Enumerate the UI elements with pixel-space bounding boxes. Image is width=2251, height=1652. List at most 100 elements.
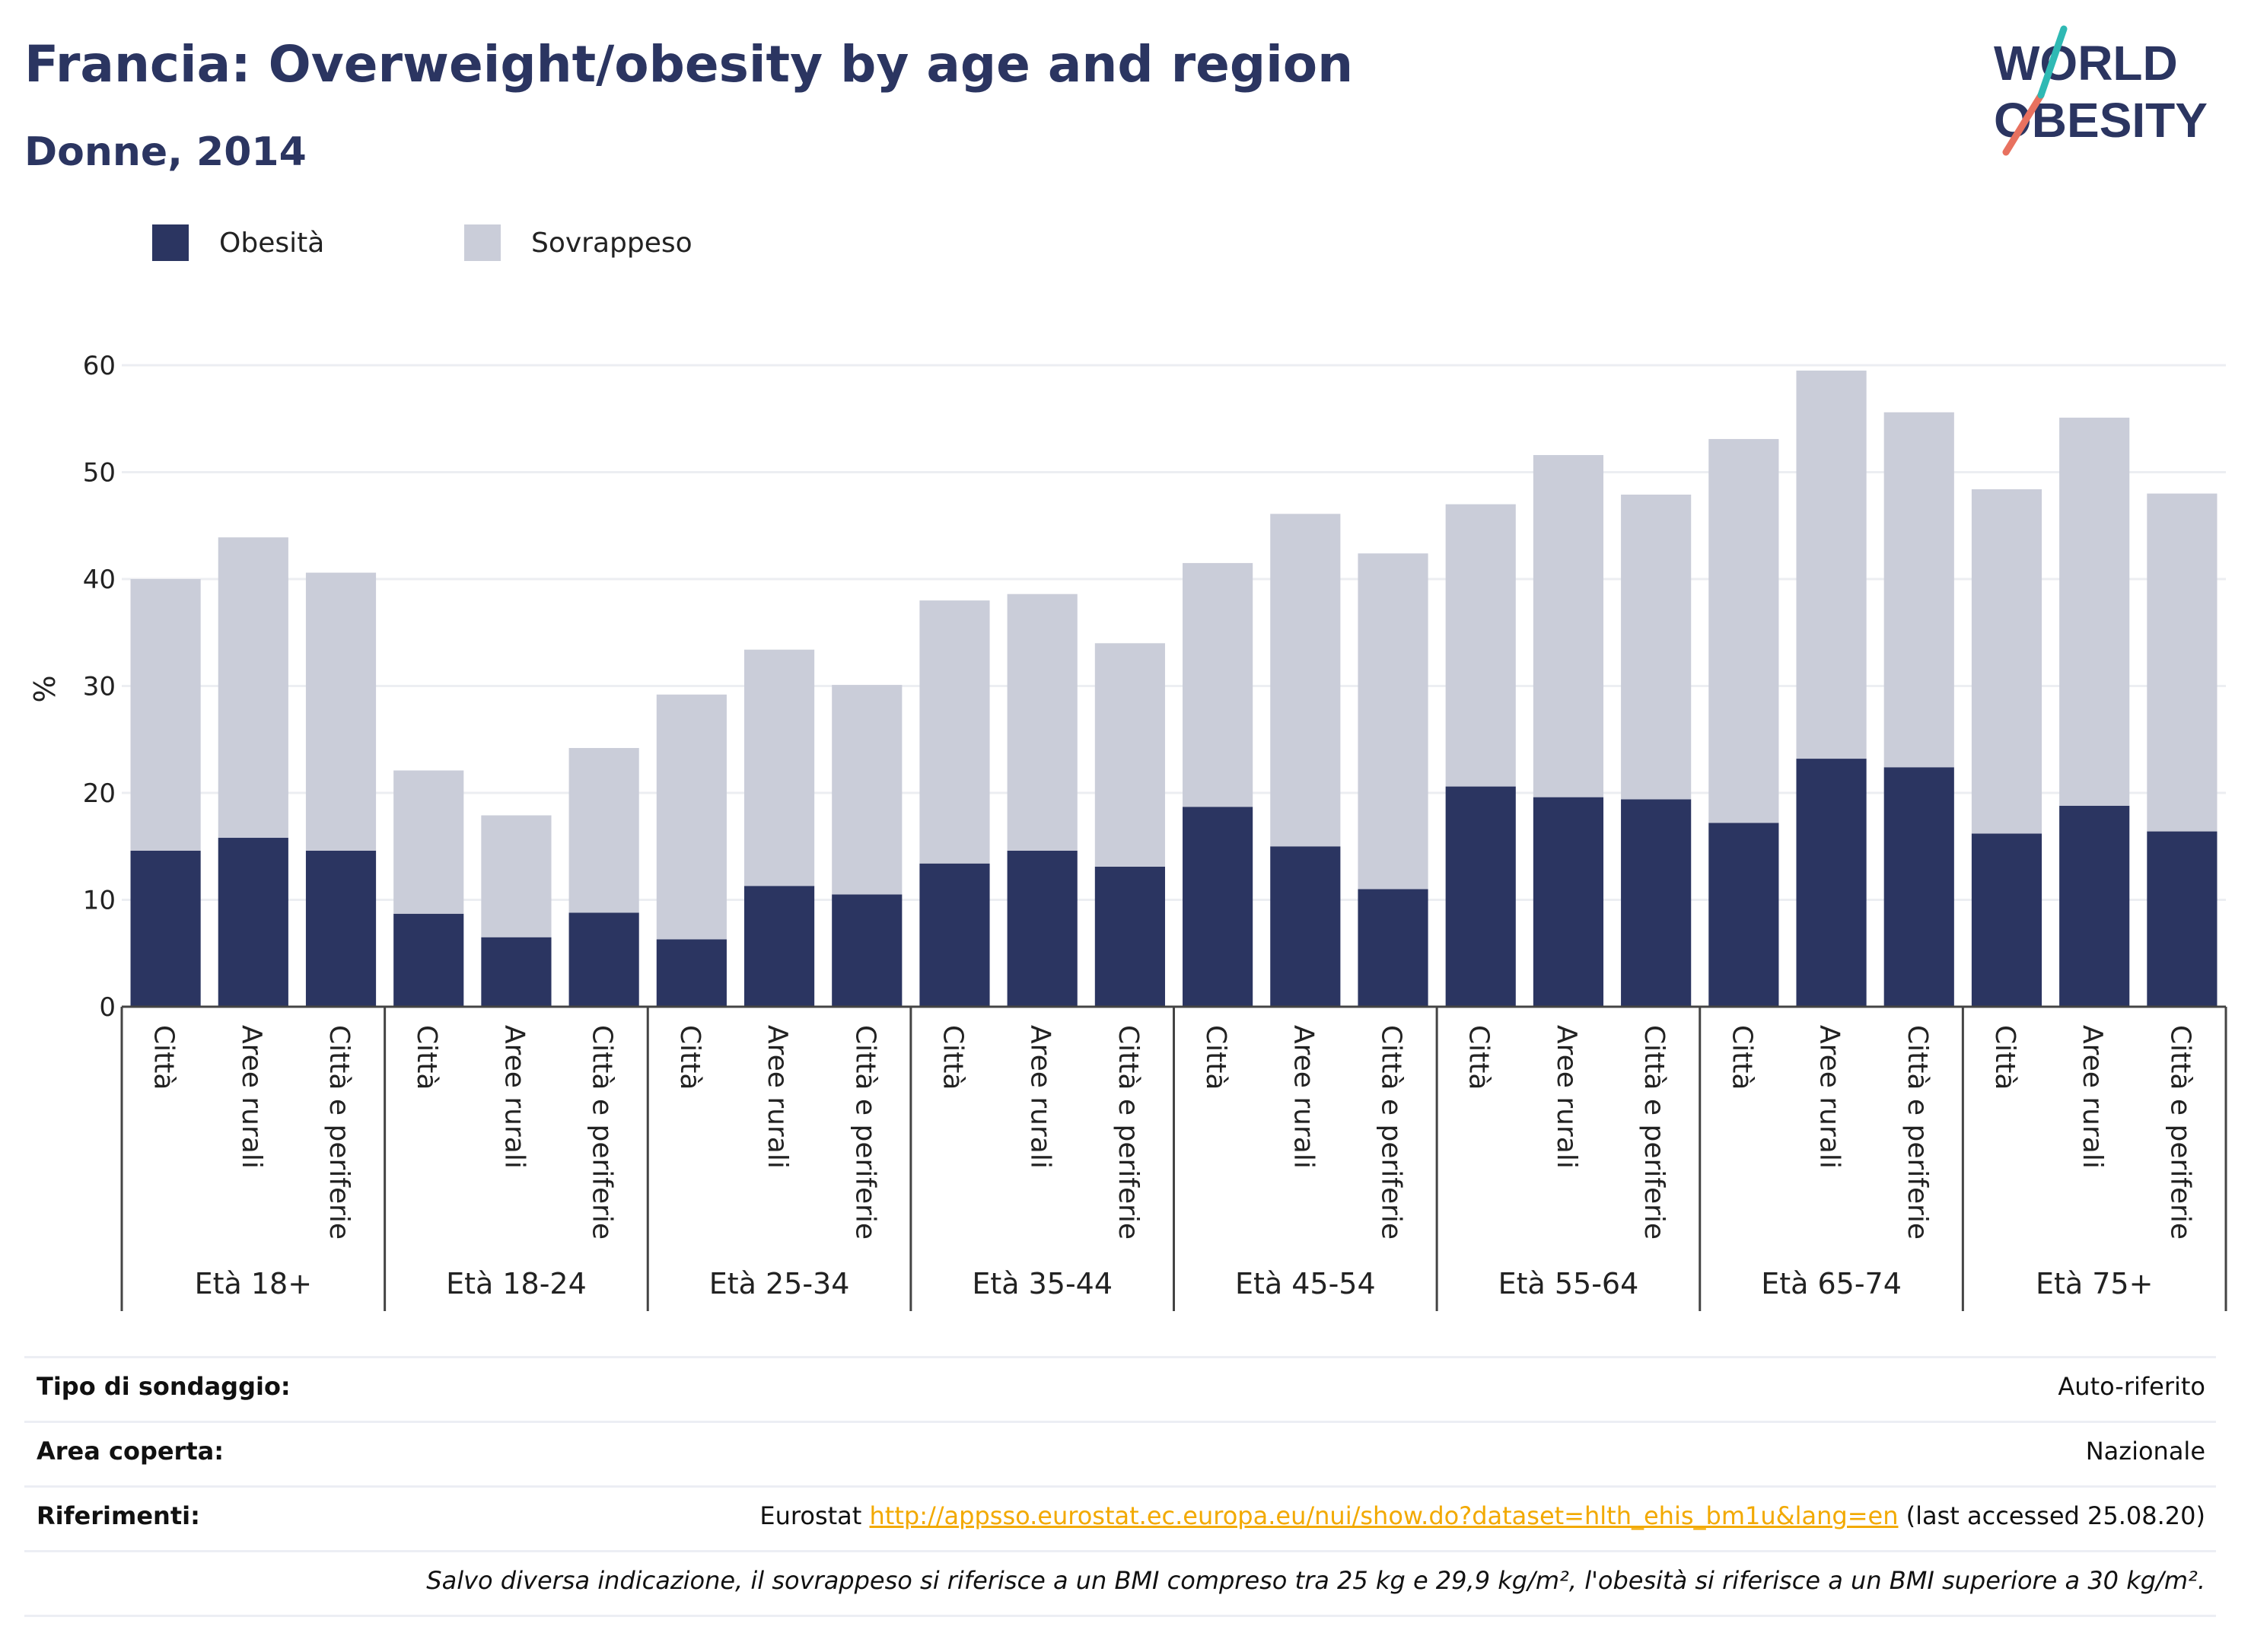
bar-obesity: [1796, 759, 1867, 1007]
legend-swatch-obesity: [152, 224, 189, 261]
bar-obesity: [568, 912, 639, 1007]
x-group-label: Età 25-34: [709, 1267, 850, 1300]
bar-obesity: [1270, 846, 1341, 1007]
stacked-bar-chart: 0 10 20 30 40 50 60% Città Aree rurali Città e pe…: [28, 351, 2227, 1311]
legend-label-overweight: Sovrappeso: [531, 227, 692, 259]
y-tick-label: 30: [83, 672, 116, 702]
bar-overweight: [1094, 643, 1165, 867]
bar-obesity: [1621, 799, 1692, 1007]
y-tick-label: 60: [83, 351, 116, 381]
bar-overweight: [1971, 489, 2042, 834]
x-subcategory-label: Aree rurali: [762, 1025, 793, 1169]
x-group-label: Età 75+: [2036, 1267, 2153, 1300]
x-group-label: Età 45-54: [1235, 1267, 1376, 1300]
bar-obesity: [130, 850, 201, 1007]
legend-swatch-overweight: [464, 224, 501, 261]
x-subcategory-label: Città: [1989, 1025, 2020, 1090]
info-row-survey: Tipo di sondaggio: Auto-riferito: [24, 1356, 2216, 1421]
x-group-label: Età 65-74: [1761, 1267, 1902, 1300]
x-subcategory-label: Città e periferie: [587, 1025, 618, 1240]
bar-obesity: [832, 894, 903, 1007]
x-subcategory-label: Aree rurali: [1551, 1025, 1582, 1169]
x-subcategory-label: Città: [1726, 1025, 1757, 1090]
bar-obesity: [1183, 807, 1253, 1007]
x-subcategory-label: Aree rurali: [2077, 1025, 2108, 1169]
x-subcategory-label: Città e periferie: [2164, 1025, 2195, 1240]
bar-overweight: [1183, 562, 1253, 807]
references-accessed: (last accessed 25.08.20): [1906, 1501, 2205, 1530]
survey-type-label: Tipo di sondaggio:: [37, 1372, 291, 1401]
bar-obesity: [1094, 866, 1165, 1007]
x-group-label: Età 55-64: [1498, 1267, 1639, 1300]
bar-obesity: [393, 913, 464, 1007]
x-subcategory-label: Città: [674, 1025, 705, 1090]
logo-line1: WORLD: [1994, 36, 2178, 91]
x-subcategory-label: Aree rurali: [498, 1025, 530, 1169]
x-subcategory-label: Città: [148, 1025, 180, 1090]
info-table: Tipo di sondaggio: Auto-riferito Area co…: [24, 1356, 2216, 1617]
legend-item-overweight: Sovrappeso: [464, 224, 692, 261]
chart-title: Francia: Overweight/obesity by age and r…: [24, 35, 1354, 94]
bar-overweight: [2059, 417, 2130, 806]
x-group-label: Età 18-24: [446, 1267, 587, 1300]
x-subcategory-label: Aree rurali: [1814, 1025, 1845, 1169]
bar-overweight: [568, 747, 639, 913]
x-subcategory-label: Città: [1463, 1025, 1495, 1090]
bar-obesity: [1445, 786, 1516, 1007]
bar-obesity: [919, 863, 990, 1007]
info-row-note: Salvo diversa indicazione, il sovrappeso…: [24, 1550, 2216, 1617]
bar-overweight: [743, 649, 815, 886]
y-tick-label: 20: [83, 778, 116, 809]
bar-obesity: [656, 939, 727, 1007]
x-subcategory-label: Città e periferie: [323, 1025, 355, 1240]
legend-item-obesity: Obesità: [152, 224, 324, 261]
bar-overweight: [393, 770, 464, 914]
bar-overweight: [656, 694, 727, 940]
x-subcategory-label: Città e periferie: [1113, 1025, 1144, 1240]
bar-overweight: [1358, 553, 1428, 890]
y-tick-label: 10: [83, 886, 116, 916]
bar-overweight: [1445, 504, 1516, 787]
x-group-label: Età 35-44: [972, 1267, 1113, 1300]
info-row-references: Riferimenti: Eurostat http://appsso.euro…: [24, 1485, 2216, 1550]
references-link[interactable]: http://appsso.eurostat.ec.europa.eu/nui/…: [869, 1501, 1899, 1530]
bar-overweight: [1533, 455, 1604, 797]
bmi-note: Salvo diversa indicazione, il sovrappeso…: [426, 1566, 2205, 1595]
y-tick-label: 50: [83, 458, 116, 489]
bar-overweight: [305, 572, 377, 851]
x-subcategory-label: Aree rurali: [236, 1025, 267, 1169]
bar-overweight: [481, 815, 552, 937]
y-tick-label: 0: [99, 992, 116, 1023]
y-axis-label: %: [28, 675, 62, 702]
bar-obesity: [481, 937, 552, 1007]
bar-overweight: [832, 685, 903, 895]
bar-overweight: [218, 537, 288, 839]
bar-overweight: [130, 579, 201, 851]
x-subcategory-label: Aree rurali: [1025, 1025, 1056, 1169]
area-value: Nazionale: [2085, 1437, 2205, 1466]
references-value: Eurostat http://appsso.eurostat.ec.europ…: [759, 1501, 2205, 1530]
bar-obesity: [1883, 767, 1954, 1007]
bar-obesity: [1007, 850, 1078, 1007]
bar-obesity: [305, 850, 377, 1007]
bar-obesity: [1358, 889, 1428, 1007]
x-subcategory-label: Aree rurali: [1288, 1025, 1319, 1169]
bar-overweight: [919, 600, 990, 864]
x-subcategory-label: Città: [411, 1025, 442, 1090]
references-source: Eurostat: [759, 1501, 862, 1530]
bar-obesity: [743, 886, 815, 1007]
bar-overweight: [1621, 495, 1692, 800]
x-subcategory-label: Città: [937, 1025, 968, 1090]
x-subcategory-label: Città: [1200, 1025, 1231, 1090]
y-tick-label: 40: [83, 565, 116, 595]
bar-overweight: [1270, 514, 1341, 847]
bar-obesity: [1533, 797, 1604, 1007]
bar-obesity: [2059, 805, 2130, 1007]
bar-overweight: [1796, 371, 1867, 759]
bar-overweight: [1007, 594, 1078, 851]
references-label: Riferimenti:: [37, 1501, 200, 1530]
world-obesity-logo: WORLD OBESITY: [1994, 25, 2208, 156]
bar-obesity: [2147, 831, 2218, 1007]
survey-type-value: Auto-riferito: [2058, 1372, 2205, 1401]
bar-overweight: [1708, 438, 1779, 823]
